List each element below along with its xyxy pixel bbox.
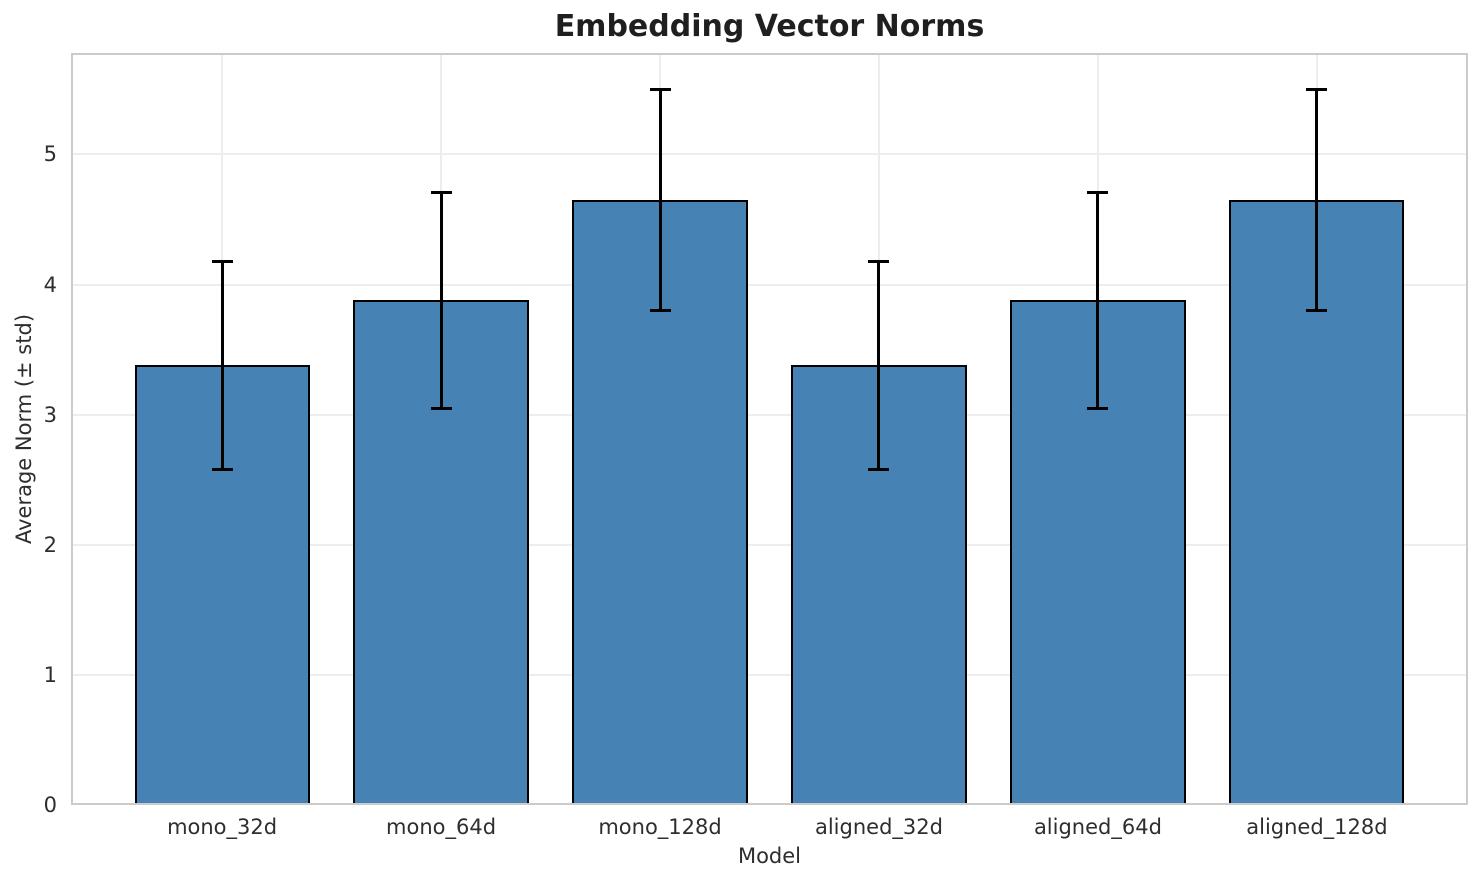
- error-bar-cap-top: [211, 259, 233, 263]
- x-tick-label: mono_32d: [167, 815, 278, 839]
- error-bar-cap-top: [430, 190, 452, 194]
- error-bar-line: [877, 261, 881, 470]
- error-bar-cap-top: [868, 259, 890, 263]
- error-bar-line: [1096, 192, 1100, 409]
- error-bar-cap-bottom: [1306, 309, 1328, 313]
- x-tick-label: aligned_32d: [814, 815, 943, 839]
- error-bar-cap-bottom: [1087, 406, 1109, 410]
- gridline-horizontal: [71, 673, 1468, 676]
- error-bar-cap-bottom: [868, 467, 890, 471]
- y-tick-label: 1: [43, 662, 57, 687]
- y-axis-label: Average Norm (± std): [12, 313, 36, 545]
- gridline-horizontal: [71, 413, 1468, 416]
- error-bar-cap-bottom: [649, 309, 671, 313]
- error-bar-cap-bottom: [211, 467, 233, 471]
- y-tick-label: 2: [43, 532, 57, 557]
- gridline-horizontal: [71, 283, 1468, 286]
- error-bar-cap-top: [1306, 87, 1328, 91]
- error-bar-line: [220, 261, 224, 470]
- chart-title: Embedding Vector Norms: [554, 9, 985, 44]
- error-bar-line: [658, 89, 662, 311]
- gridline-horizontal: [71, 543, 1468, 546]
- gridline-horizontal: [71, 153, 1468, 156]
- error-bar-cap-bottom: [430, 406, 452, 410]
- error-bar-cap-top: [649, 87, 671, 91]
- x-tick-label: mono_64d: [386, 815, 497, 839]
- y-tick-label: 0: [43, 793, 57, 817]
- y-tick-label: 5: [43, 142, 57, 167]
- error-bar-line: [439, 192, 443, 409]
- x-tick-label: aligned_64d: [1033, 815, 1162, 839]
- x-tick-label: mono_128d: [598, 815, 722, 839]
- error-bar-line: [1315, 89, 1319, 311]
- x-axis-label: Model: [737, 844, 802, 868]
- x-tick-label: aligned_128d: [1246, 815, 1388, 839]
- error-bar-cap-top: [1087, 190, 1109, 194]
- plot-area: [71, 53, 1468, 805]
- y-tick-label: 3: [43, 402, 57, 427]
- y-tick-label: 4: [43, 272, 57, 297]
